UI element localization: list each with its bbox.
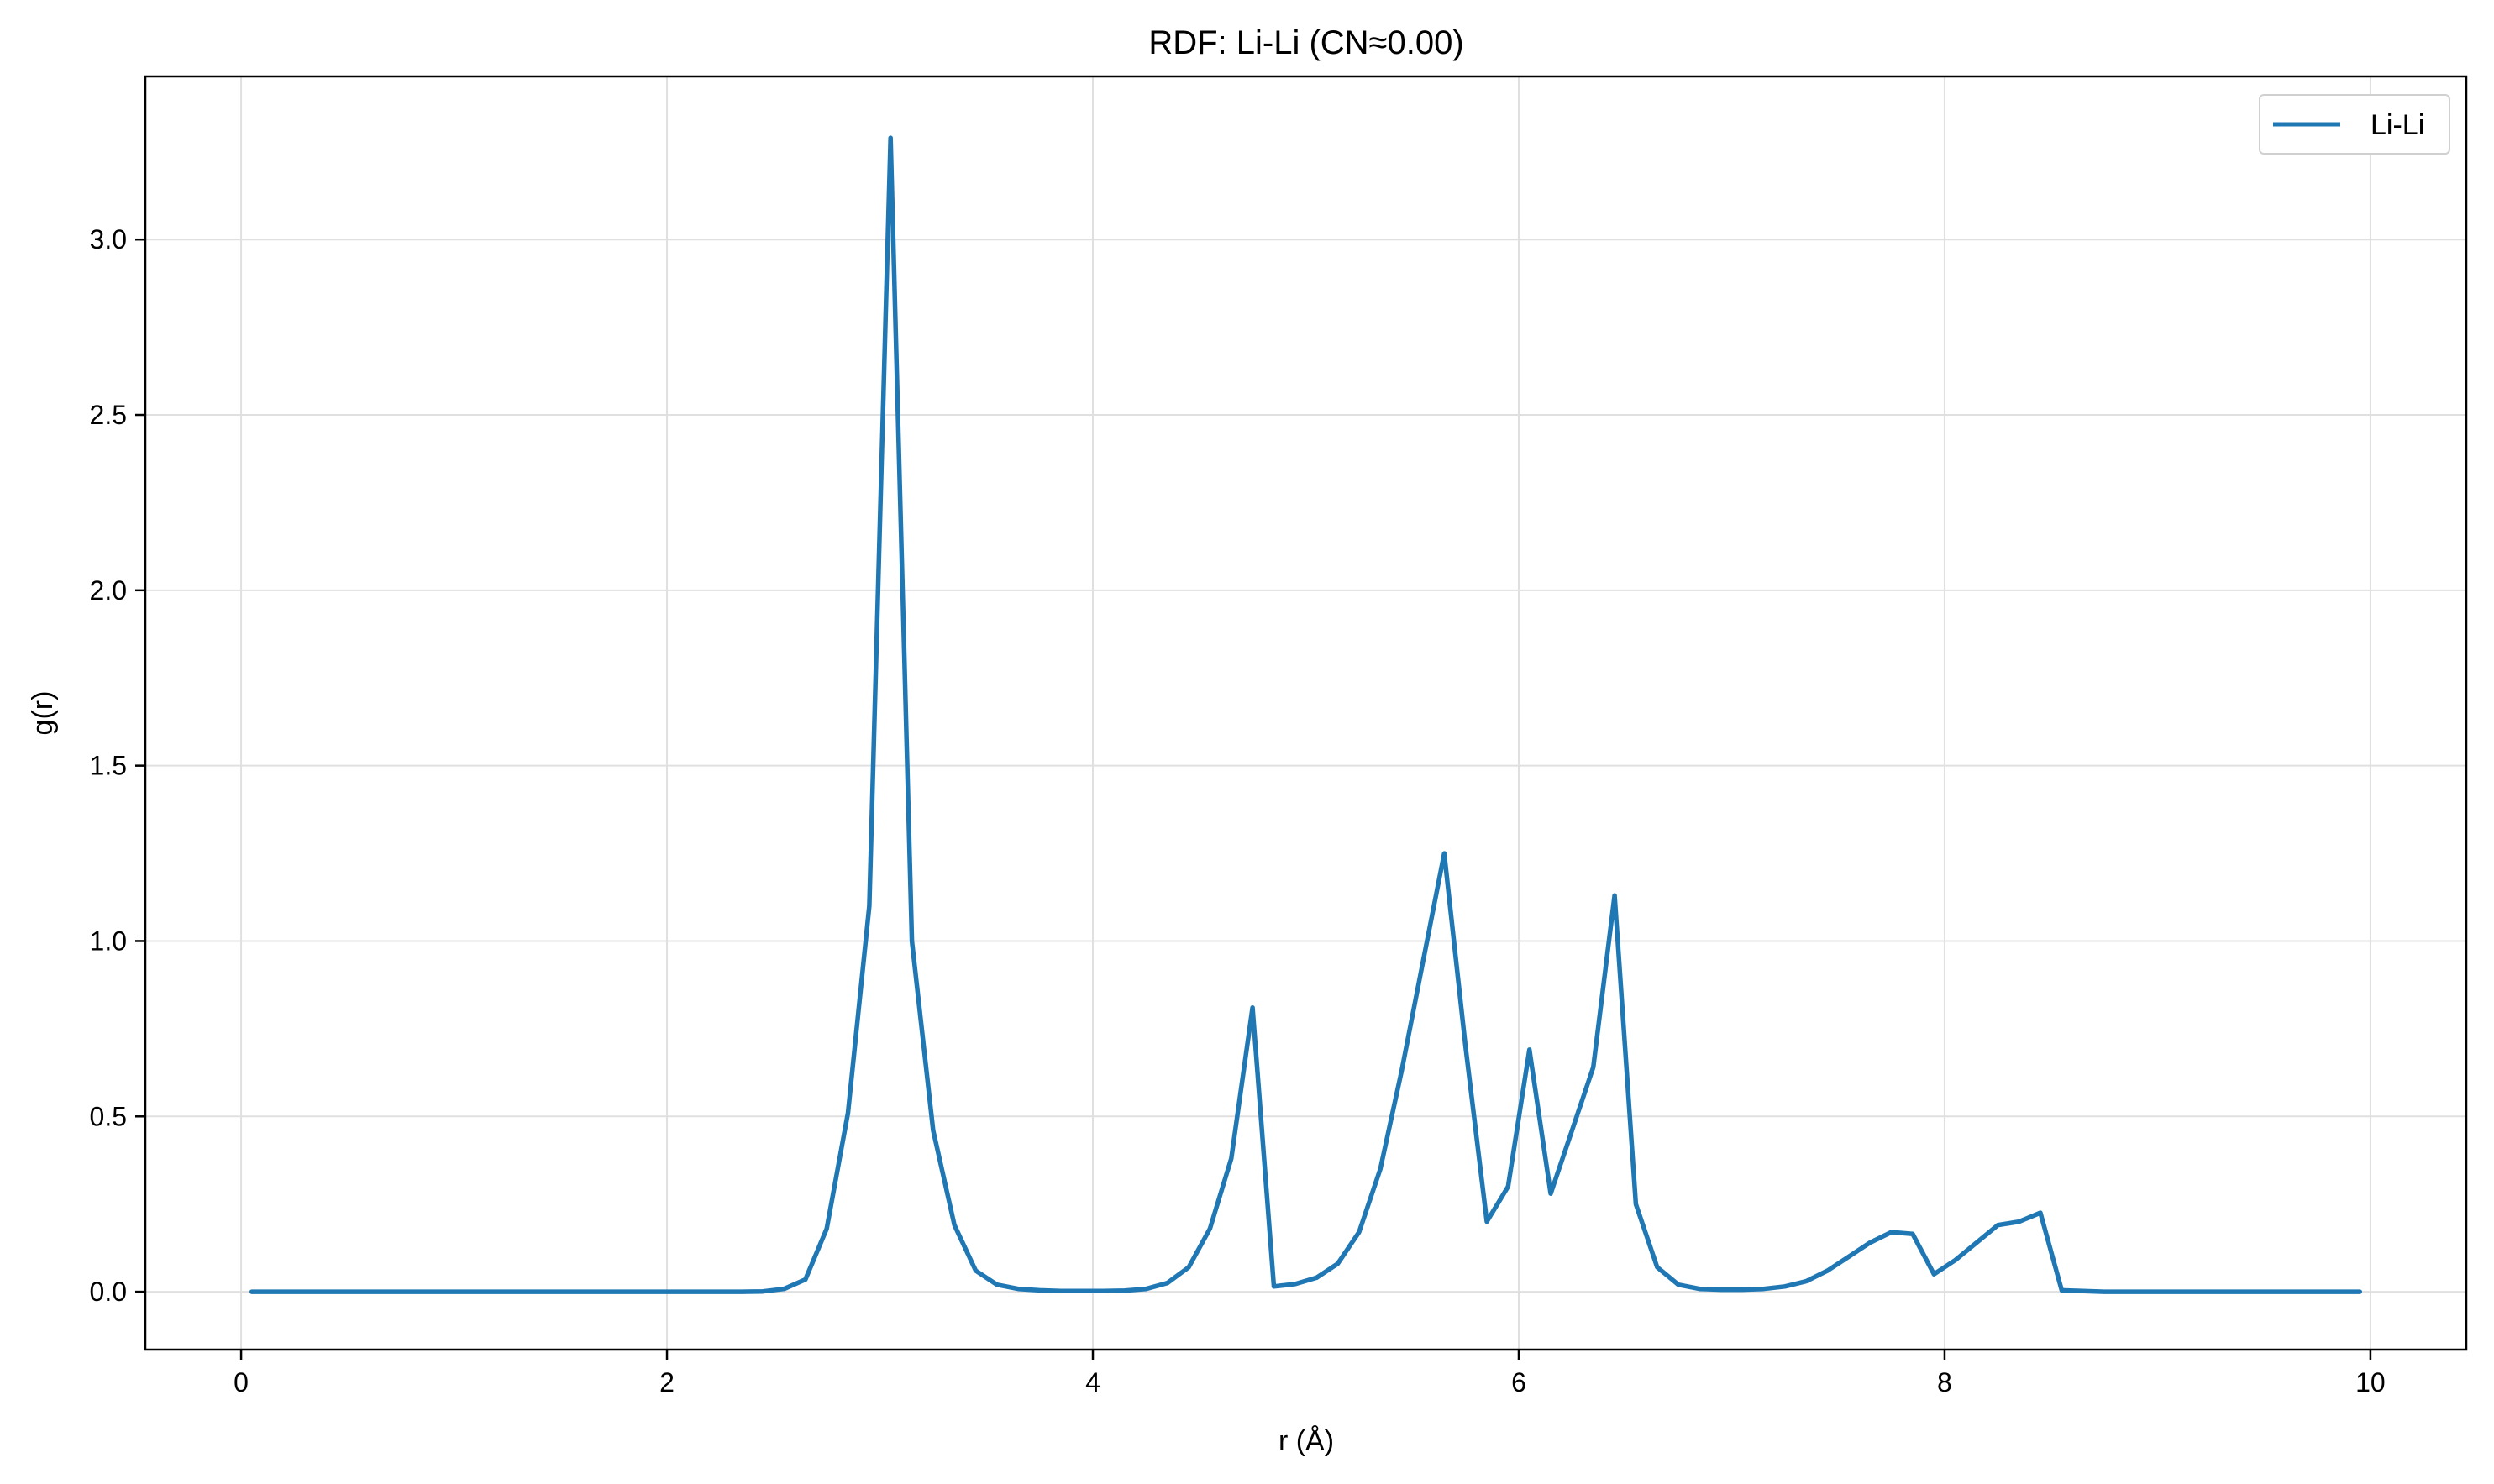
y-tick-label: 0.0 [90,1277,127,1307]
y-tick-label: 3.0 [90,224,127,254]
y-tick-label: 2.0 [90,575,127,606]
series-line-li-li [249,135,2363,1294]
x-tick-label: 4 [1085,1367,1100,1397]
chart-title: RDF: Li-Li (CN≈0.00) [1148,24,1463,61]
x-axis: 0 2 4 6 8 10 [234,1350,2386,1397]
legend: Li-Li [2259,94,2450,155]
legend-box [2259,94,2450,155]
x-tick-label: 6 [1511,1367,1526,1397]
x-tick-label: 8 [1937,1367,1952,1397]
x-tick-label: 0 [234,1367,249,1397]
legend-label-li-li: Li-Li [2371,109,2424,141]
y-tick-label: 2.5 [90,400,127,430]
y-tick-label: 1.5 [90,751,127,781]
x-tick-label: 10 [2355,1367,2386,1397]
y-axis: 0.0 0.5 1.0 1.5 2.0 2.5 3.0 [90,224,145,1307]
y-axis-label: g(r) [27,691,59,736]
x-axis-label: r (Å) [1279,1425,1334,1457]
y-tick-label: 0.5 [90,1101,127,1131]
series-layer [249,135,2363,1294]
y-tick-label: 1.0 [90,926,127,956]
x-tick-label: 2 [659,1367,675,1397]
plot-area-frame [144,75,2468,1351]
grid [145,76,2466,1350]
